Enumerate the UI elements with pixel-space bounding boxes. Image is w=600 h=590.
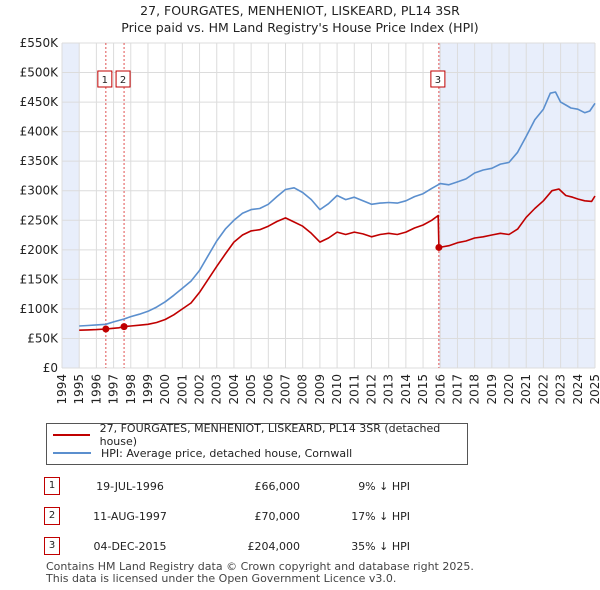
- x-tick-label: 2014: [399, 374, 413, 405]
- sale-date: 19-JUL-1996: [96, 479, 164, 493]
- x-tick-label: 2021: [519, 374, 533, 405]
- x-tick-label: 1996: [89, 374, 103, 405]
- legend-label-property: 27, FOURGATES, MENHENIOT, LISKEARD, PL14…: [99, 422, 441, 448]
- sale-badge: 2: [44, 507, 60, 525]
- x-tick-label: 2019: [485, 374, 499, 405]
- x-tick-label: 2010: [330, 374, 344, 405]
- sale-date: 11-AUG-1997: [93, 509, 167, 523]
- x-tick-label: 2023: [554, 374, 568, 405]
- y-tick-label: £450K: [20, 95, 60, 109]
- sale-hpi-diff: 35% ↓ HPI: [351, 539, 410, 553]
- y-tick-label: £500K: [20, 66, 60, 80]
- x-tick-label: 2001: [175, 374, 189, 405]
- x-tick-label: 2008: [296, 374, 310, 405]
- sale-point: [102, 325, 110, 333]
- sale-price: £70,000: [254, 509, 301, 523]
- sale-label-box: 3: [430, 70, 446, 88]
- sale-date: 04-DEC-2015: [93, 539, 167, 553]
- x-tick-label: 2009: [313, 374, 327, 405]
- y-tick-label: £50K: [27, 331, 59, 345]
- sale-labels: 1 2 3: [97, 70, 446, 88]
- sale-point: [435, 243, 443, 251]
- series-lines: [79, 91, 596, 331]
- x-tick-label: 2004: [227, 374, 241, 405]
- x-tick-label: 2000: [158, 374, 172, 405]
- chart-subtitle: Price paid vs. HM Land Registry's House …: [121, 20, 479, 35]
- sale-label-box: 2: [115, 70, 131, 88]
- sale-label-number: 2: [120, 75, 126, 86]
- x-tick-label: 2020: [502, 374, 516, 405]
- x-tick-label: 1994: [55, 374, 69, 405]
- shaded-regions: [62, 43, 595, 368]
- x-tick-label: 1995: [72, 374, 86, 405]
- sale-badge: 1: [44, 477, 60, 495]
- table-row: 1 19-JUL-1996 £66,000 9% ↓ HPI: [36, 471, 410, 501]
- footer-copyright: Contains HM Land Registry data © Crown c…: [46, 560, 474, 573]
- series-line-property: [79, 188, 596, 331]
- y-tick-label: £100K: [20, 302, 60, 316]
- sale-badge: 3: [44, 537, 60, 555]
- legend: 27, FOURGATES, MENHENIOT, LISKEARD, PL14…: [46, 422, 468, 465]
- x-tick-label: 2024: [571, 374, 585, 405]
- x-tick-label: 1998: [124, 374, 138, 405]
- y-tick-label: £300K: [20, 184, 60, 198]
- x-tick-label: 2003: [210, 374, 224, 405]
- sale-point: [120, 323, 128, 331]
- series-line-hpi: [79, 91, 596, 327]
- x-tick-label: 2007: [279, 374, 293, 405]
- x-tick-label: 2012: [364, 374, 378, 405]
- legend-item-hpi: HPI: Average price, detached house, Corn…: [53, 444, 352, 462]
- chart-title: 27, FOURGATES, MENHENIOT, LISKEARD, PL14…: [140, 3, 460, 18]
- sale-price: £204,000: [247, 539, 301, 553]
- sale-price: £66,000: [254, 479, 301, 493]
- sale-label-frame: [97, 70, 113, 88]
- x-tick-label: 2022: [536, 374, 550, 405]
- legend-swatch-red: [53, 434, 90, 436]
- x-tick-label: 2006: [261, 374, 275, 405]
- sale-points: [102, 243, 443, 333]
- price-chart: 1 2 3 £0 £50K £100K £150K £200K £250K £300K £350K…: [20, 38, 600, 405]
- y-axis-ticks: £0 £50K £100K £150K £200K £250K £300K £350K £400…: [20, 38, 60, 375]
- x-tick-label: 2016: [433, 374, 447, 405]
- x-tick-label: 2002: [193, 374, 207, 405]
- transactions-table: 1 19-JUL-1996 £66,000 9% ↓ HPI 2 11-AUG-…: [36, 471, 410, 561]
- x-axis-ticks: 1994 1995 1996 1997 1998 1999 2000 2001 2002 2003…: [55, 374, 600, 405]
- sale-hpi-diff: 17% ↓ HPI: [351, 509, 410, 523]
- legend-label-hpi: HPI: Average price, detached house, Corn…: [101, 446, 353, 460]
- sale-label-number: 3: [435, 75, 441, 86]
- x-tick-label: 2005: [244, 374, 258, 405]
- x-tick-label: 2017: [450, 374, 464, 405]
- sale-label-frame: [430, 70, 446, 88]
- x-tick-label: 2013: [382, 374, 396, 405]
- y-tick-label: £250K: [20, 213, 60, 227]
- table-row: 2 11-AUG-1997 £70,000 17% ↓ HPI: [36, 501, 410, 531]
- y-tick-label: £400K: [20, 125, 60, 139]
- shaded-region: [438, 43, 595, 368]
- sale-label-frame: [115, 70, 131, 88]
- x-tick-label: 1999: [141, 374, 155, 405]
- x-tick-label: 1997: [107, 374, 121, 405]
- footer-license: This data is licensed under the Open Gov…: [46, 572, 397, 585]
- x-tick-label: 2025: [588, 374, 600, 405]
- legend-item-property: 27, FOURGATES, MENHENIOT, LISKEARD, PL14…: [53, 422, 467, 448]
- shaded-region: [62, 43, 80, 368]
- x-tick-label: 2011: [347, 374, 361, 405]
- sale-label-box: 1: [97, 70, 113, 88]
- x-tick-label: 2015: [416, 374, 430, 405]
- row-number-cell: 1: [36, 471, 60, 501]
- y-tick-label: £550K: [20, 38, 60, 50]
- x-tick-label: 2018: [468, 374, 482, 405]
- y-tick-label: £0: [43, 361, 58, 375]
- grid-lines: [61, 42, 596, 369]
- y-tick-label: £200K: [20, 243, 60, 257]
- row-number-cell: 3: [36, 531, 60, 561]
- table-row: 3 04-DEC-2015 £204,000 35% ↓ HPI: [36, 531, 410, 561]
- row-number-cell: 2: [36, 501, 60, 531]
- y-tick-label: £150K: [20, 272, 60, 286]
- sale-label-number: 1: [102, 75, 108, 86]
- sale-hpi-diff: 9% ↓ HPI: [358, 479, 410, 493]
- legend-swatch-blue: [53, 452, 91, 454]
- y-tick-label: £350K: [20, 154, 60, 168]
